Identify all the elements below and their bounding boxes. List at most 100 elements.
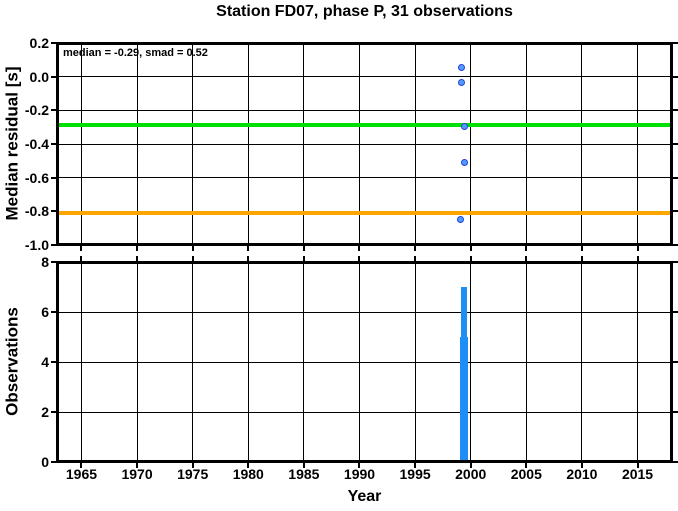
x-tick [80, 256, 83, 261]
y-tick [673, 361, 678, 363]
y-tick [51, 176, 56, 179]
y-gridline [57, 361, 672, 363]
x-tick-label: 1970 [121, 466, 153, 482]
y-tick [51, 311, 56, 313]
x-tick [636, 246, 639, 251]
y-gridline [57, 143, 672, 145]
x-tick [302, 256, 305, 261]
y-tick-label: -0.2 [24, 102, 49, 119]
x-tick [80, 463, 83, 468]
y-tick [673, 411, 678, 413]
x-tick [414, 256, 417, 261]
y-tick-label: 2 [41, 404, 49, 420]
y-gridline [57, 177, 672, 179]
x-tick [191, 246, 194, 251]
x-tick [580, 246, 583, 251]
y-gridline [57, 109, 672, 111]
x-tick-label: 1995 [399, 466, 431, 482]
x-tick [414, 463, 417, 468]
scatter-point [461, 158, 469, 166]
x-tick [302, 246, 305, 251]
y-tick [51, 109, 56, 112]
y-tick-label: 0 [41, 454, 49, 470]
x-tick [469, 256, 472, 261]
y-tick [51, 244, 56, 246]
y-tick [51, 42, 56, 44]
y-gridline [57, 76, 672, 78]
x-tick-label: 1975 [177, 466, 209, 482]
y-tick [673, 42, 678, 44]
y-tick-label: 8 [41, 254, 49, 270]
observations-y-axis-label: Observations [2, 307, 22, 416]
y-tick-label: 6 [41, 304, 49, 320]
x-tick [191, 463, 194, 468]
y-tick-label: 0.2 [29, 35, 49, 51]
y-tick [673, 109, 678, 112]
x-tick [80, 246, 83, 251]
x-tick [636, 256, 639, 261]
y-tick [673, 176, 678, 179]
x-tick [525, 463, 528, 468]
y-tick-label: -0.6 [24, 169, 49, 186]
x-tick [136, 246, 139, 251]
x-tick-label: 1980 [232, 466, 264, 482]
y-tick-label: -1.0 [24, 237, 49, 253]
x-tick [136, 256, 139, 261]
x-tick-label: 2015 [621, 466, 654, 482]
residual-y-axis-label: Median residual [s] [2, 66, 22, 221]
x-tick [469, 246, 472, 251]
x-tick [358, 256, 361, 261]
y-tick-label: -0.8 [24, 203, 49, 220]
x-tick [191, 256, 194, 261]
x-tick-label: 1990 [343, 466, 376, 482]
x-tick [136, 463, 139, 468]
median-minus-smad-line [57, 211, 672, 216]
x-tick [247, 246, 250, 251]
median-line [57, 123, 672, 128]
x-tick-label: 1965 [65, 466, 98, 482]
y-tick [673, 311, 678, 313]
y-tick [51, 143, 56, 145]
x-tick [525, 246, 528, 251]
x-tick [580, 256, 583, 261]
y-tick [673, 210, 678, 213]
x-tick-label: 2000 [455, 466, 487, 482]
scatter-point [457, 215, 465, 223]
y-gridline [57, 311, 672, 313]
y-gridline [57, 411, 672, 413]
x-tick [247, 256, 250, 261]
x-tick-label: 2010 [566, 466, 598, 482]
y-tick [673, 261, 678, 263]
y-tick-label: 4 [41, 354, 49, 370]
stats-annotation: median = -0.29, smad = 0.52 [63, 47, 208, 59]
chart-title: Station FD07, phase P, 31 observations [216, 3, 513, 20]
y-tick [673, 143, 678, 145]
y-tick [51, 361, 56, 363]
x-tick-label: 2005 [510, 466, 542, 482]
x-tick [469, 463, 472, 468]
scatter-point [457, 64, 465, 72]
y-tick [673, 75, 678, 78]
y-tick [51, 261, 56, 263]
y-tick-label: 0.0 [29, 68, 49, 85]
y-tick [673, 461, 678, 463]
scatter-point [457, 79, 465, 87]
residual-panel-frame [56, 42, 673, 246]
scatter-point [460, 123, 468, 131]
x-tick [636, 463, 639, 468]
x-tick [302, 463, 305, 468]
x-tick [580, 463, 583, 468]
y-tick [673, 244, 678, 246]
x-tick [358, 246, 361, 251]
x-tick [414, 246, 417, 251]
y-tick [51, 210, 56, 213]
histogram-bar [461, 287, 467, 462]
y-tick [51, 461, 56, 463]
x-tick [358, 463, 361, 468]
x-tick [247, 463, 250, 468]
observations-panel-frame [56, 261, 673, 463]
x-axis-label: Year [347, 488, 382, 505]
y-tick-label: -0.4 [24, 136, 49, 152]
y-tick [51, 75, 56, 78]
